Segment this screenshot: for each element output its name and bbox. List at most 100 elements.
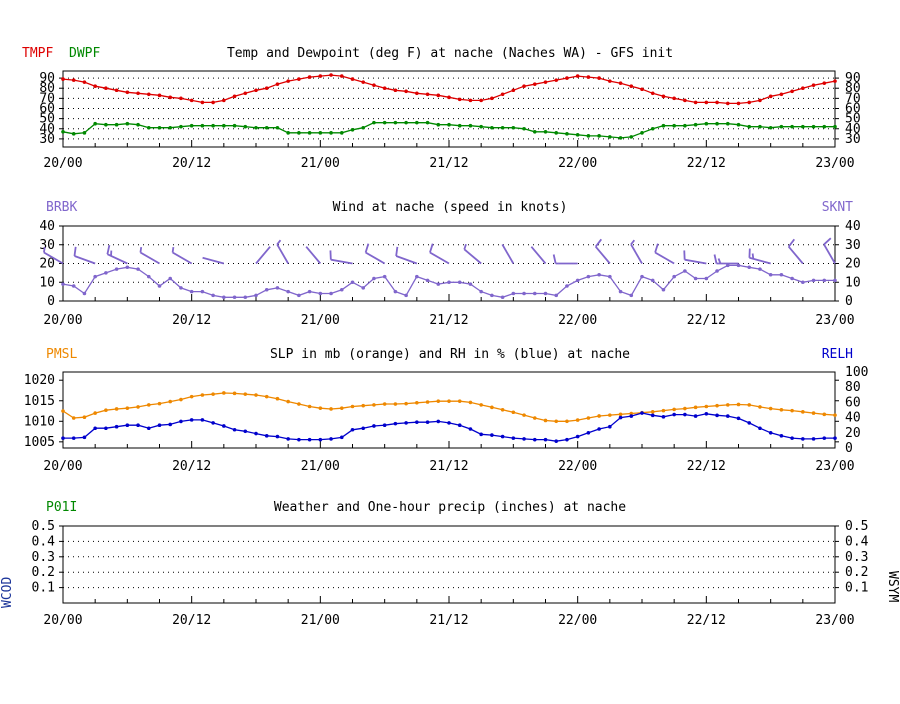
sknt-point [286, 290, 290, 294]
tmpf-point [147, 93, 151, 97]
relh-line [63, 413, 835, 441]
wind-xtick-label: 20/12 [172, 313, 211, 328]
sknt-point [115, 267, 119, 271]
dwpf-point [61, 130, 65, 134]
relh-point [394, 422, 398, 426]
relh-point [747, 421, 751, 425]
sknt-point [619, 290, 623, 294]
sknt-point [319, 292, 323, 296]
temp-y-ticks: 30 40 50 60 70 80 90 30 40 50 60 70 80 9… [39, 71, 860, 147]
wind-barb-shaft [366, 253, 385, 264]
relh-label: RELH [822, 347, 853, 362]
wind-xtick-label: 22/12 [687, 313, 726, 328]
wind-barb-flag [554, 255, 556, 264]
dwpf-point [758, 125, 762, 129]
relh-point [522, 437, 526, 441]
tmpf-point [833, 79, 837, 83]
wind-ytick-right: 10 [845, 275, 861, 290]
pmsl-point [769, 407, 773, 411]
relh-point [93, 426, 97, 430]
pmsl-point [554, 419, 558, 423]
sknt-point [158, 284, 162, 288]
relh-point [554, 439, 558, 443]
tmpf-point [297, 77, 301, 81]
sknt-point [715, 269, 719, 273]
relh-point [469, 427, 473, 431]
pmsl-point [254, 393, 258, 397]
sknt-point [104, 271, 108, 275]
tmpf-point [662, 95, 666, 99]
temp-ytick-right: 90 [845, 71, 861, 86]
sknt-point [512, 292, 516, 296]
wind-barb-shaft [531, 247, 545, 264]
tmpf-point [265, 86, 269, 90]
sknt-point [340, 288, 344, 292]
wind-xtick-label: 23/00 [815, 313, 854, 328]
tmpf-point [83, 80, 87, 84]
precip-ytick-left: 0.5 [32, 519, 55, 534]
relh-point [190, 418, 194, 422]
slp-xtick-label: 22/12 [687, 459, 726, 474]
tmpf-point [790, 89, 794, 93]
pmsl-point [597, 414, 601, 418]
sknt-point [544, 292, 548, 296]
tmpf-point [319, 74, 323, 78]
tmpf-line [63, 75, 835, 103]
dwpf-point [522, 127, 526, 131]
precip-ytick-left: 0.2 [32, 565, 55, 580]
sknt-point [61, 282, 65, 286]
rh-ytick-right: 60 [845, 395, 861, 410]
wind-series [61, 264, 837, 299]
slp-xtick-label: 23/00 [815, 459, 854, 474]
sknt-point [469, 282, 473, 286]
sknt-point [576, 279, 580, 283]
wind-barbs [44, 238, 835, 263]
wind-xtick-label: 21/00 [301, 313, 340, 328]
sknt-point [83, 292, 87, 296]
dwpf-point [469, 124, 473, 128]
precip-xtick-label: 20/00 [43, 613, 82, 628]
precip-xtick-label: 20/12 [172, 613, 211, 628]
wind-barb-shaft [685, 260, 707, 264]
dwpf-point [254, 126, 258, 130]
pmsl-label: PMSL [46, 347, 77, 362]
dwpf-point [458, 124, 462, 128]
tmpf-point [587, 75, 591, 79]
dwpf-point [222, 124, 226, 128]
relh-point [308, 438, 312, 442]
sknt-point [254, 294, 258, 298]
sknt-point [479, 290, 483, 294]
tmpf-label: TMPF [22, 46, 53, 61]
sknt-point [554, 294, 558, 298]
sknt-point [801, 280, 805, 284]
tmpf-point [544, 80, 548, 84]
dwpf-point [726, 122, 730, 126]
temp-xtick-label: 21/12 [429, 156, 468, 171]
dwpf-point [415, 121, 419, 125]
pmsl-point [265, 395, 269, 399]
sknt-point [758, 267, 762, 271]
temp-panel-frame [63, 71, 835, 147]
tmpf-point [308, 75, 312, 79]
slp-rh-y-ticks: 1005 1010 1015 1020 0 20 40 60 80 100 [24, 365, 869, 456]
relh-point [104, 426, 108, 430]
pmsl-point [243, 392, 247, 396]
wind-barb-flag [277, 240, 280, 244]
pmsl-point [705, 405, 709, 409]
precip-xtick-label: 23/00 [815, 613, 854, 628]
relh-point [790, 436, 794, 440]
dwpf-point [297, 131, 301, 135]
dwpf-point [361, 126, 365, 130]
pmsl-point [533, 416, 537, 420]
precip-xtick-label: 22/00 [558, 613, 597, 628]
tmpf-point [447, 96, 451, 100]
dwpf-point [233, 124, 237, 128]
dwpf-point [812, 125, 816, 129]
dwpf-point [501, 126, 505, 130]
sknt-point [672, 275, 676, 279]
slp-ytick-left: 1015 [24, 394, 55, 409]
relh-point [201, 418, 205, 422]
wind-ytick-right: 0 [845, 294, 853, 309]
dwpf-point [394, 121, 398, 125]
dwpf-point [190, 124, 194, 128]
